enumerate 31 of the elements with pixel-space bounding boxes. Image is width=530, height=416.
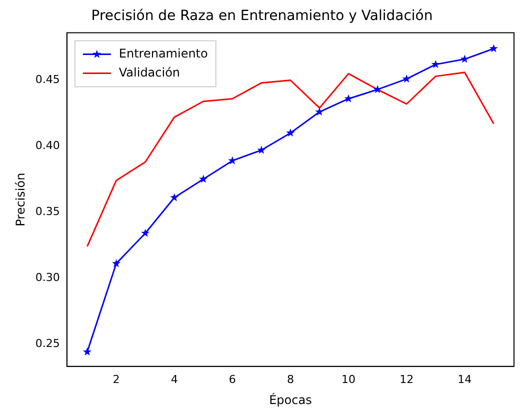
point — [402, 74, 411, 83]
point — [82, 347, 92, 356]
y-tick-label: 0.30 — [35, 270, 60, 284]
x-tick-label: 10 — [342, 372, 356, 386]
point — [141, 228, 150, 237]
y-tick-label: 0.45 — [35, 73, 60, 86]
point — [228, 156, 237, 164]
y-tick-label: 0.35 — [35, 204, 60, 218]
x-tick-label: 14 — [458, 372, 472, 386]
y-tick-label: 0.25 — [35, 336, 60, 350]
point — [315, 107, 324, 116]
legend-label: Validación — [118, 65, 180, 80]
legend-label: Entrenamiento — [118, 46, 208, 60]
point — [373, 85, 382, 94]
point — [199, 174, 208, 183]
x-axis-title: Épocas — [269, 392, 312, 407]
point — [170, 193, 179, 202]
point — [431, 60, 440, 68]
x-tick-label: 12 — [400, 372, 414, 386]
x-tick-label: 4 — [170, 372, 178, 386]
point — [286, 128, 295, 137]
point — [257, 146, 266, 154]
y-axis-title: Precisión — [13, 172, 28, 226]
x-tick-label: 2 — [112, 372, 120, 386]
point — [489, 44, 498, 52]
point — [112, 259, 121, 268]
chart-title: Precisión de Raza en Entrenamiento y Validación — [91, 8, 433, 24]
y-tick-label: 0.40 — [35, 139, 60, 152]
x-tick-label: 8 — [286, 372, 294, 386]
point — [460, 54, 469, 63]
x-tick-label: 6 — [228, 372, 236, 386]
